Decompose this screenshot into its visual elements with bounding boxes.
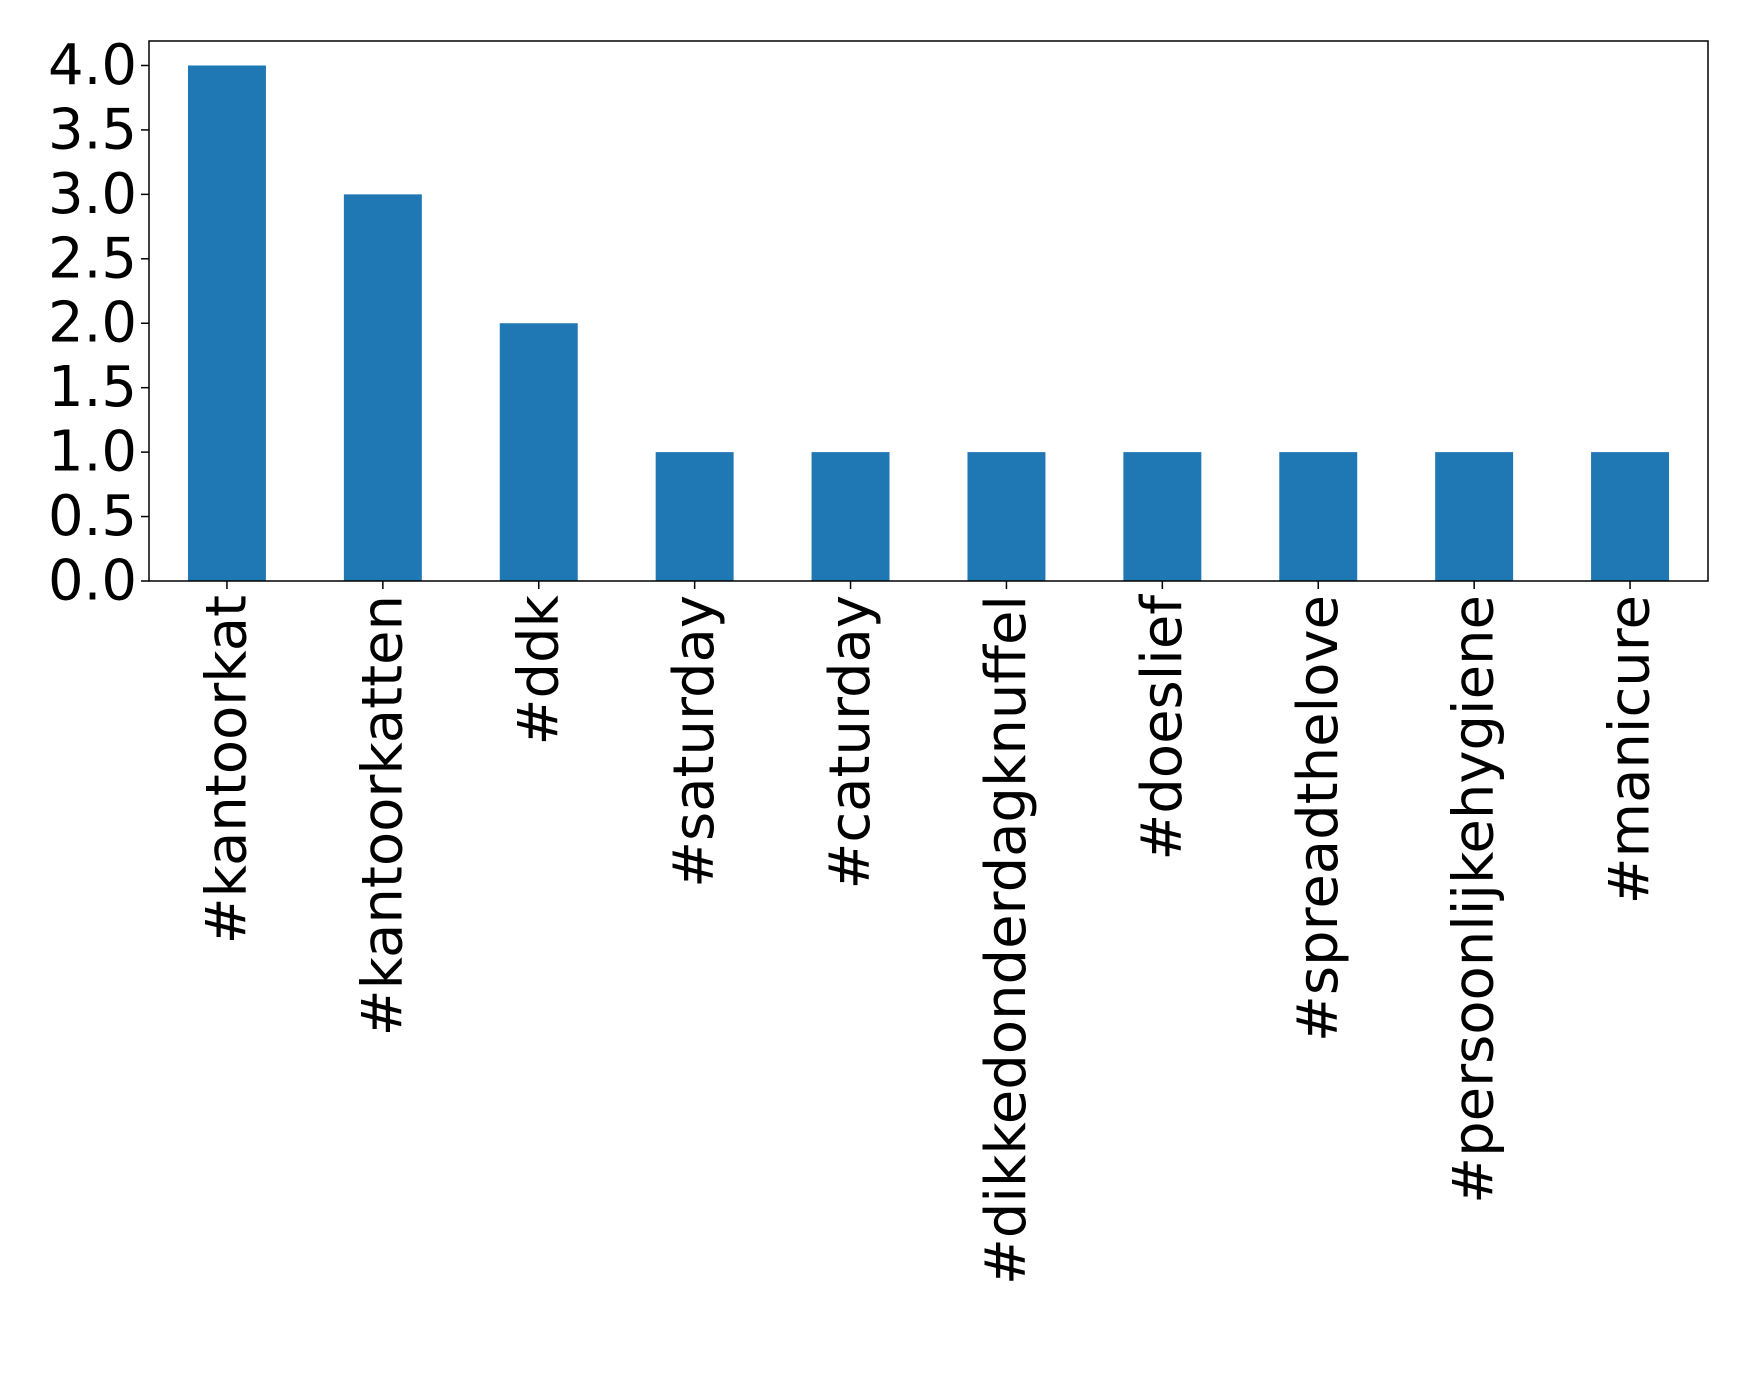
x-tick-label: #ddk [506, 594, 571, 745]
x-tick-label: #saturday [662, 595, 727, 888]
x-tick-label: #manicure [1598, 595, 1663, 904]
bar [967, 452, 1046, 581]
x-tick-label: #kantoorkatten [350, 595, 415, 1036]
bar [499, 323, 578, 581]
x-tick-label: #spreadthelove [1286, 595, 1351, 1042]
bar [1435, 452, 1514, 581]
y-tick-label: 1.5 [48, 355, 137, 420]
y-tick-label: 0.5 [48, 484, 137, 549]
x-tick-label: #caturday [818, 595, 883, 890]
y-tick-label: 1.0 [48, 420, 137, 485]
y-tick-label: 3.5 [48, 97, 137, 162]
x-tick-label: #dikkedonderdagknuffel [974, 595, 1039, 1285]
y-tick-label: 4.0 [48, 33, 137, 98]
x-tick-label: #doeslief [1130, 594, 1195, 861]
y-tick-label: 2.0 [48, 291, 137, 356]
y-tick-label: 0.0 [48, 549, 137, 614]
y-tick-label: 3.0 [48, 162, 137, 227]
bar [655, 452, 734, 581]
bar [1591, 452, 1670, 581]
bar [1279, 452, 1358, 581]
bar [343, 194, 422, 581]
y-tick-label: 2.5 [48, 226, 137, 291]
bar [187, 65, 266, 581]
x-tick-label: #kantoorkat [194, 595, 259, 944]
bar [811, 452, 890, 581]
plot-frame [148, 40, 1709, 582]
bar [1123, 452, 1202, 581]
x-tick-label: #persoonlijkehygiene [1442, 595, 1507, 1204]
